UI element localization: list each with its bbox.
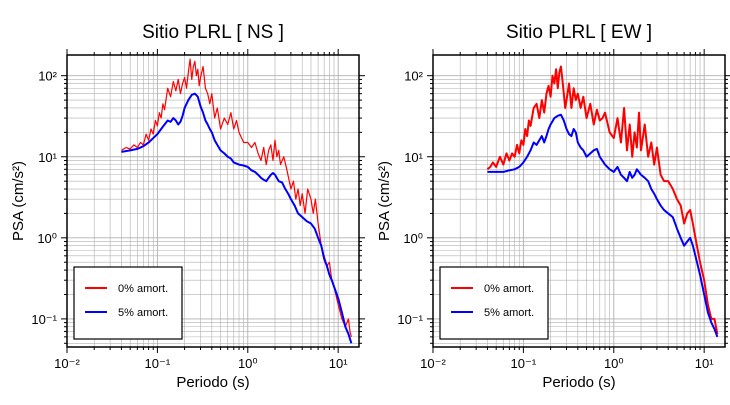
legend-box xyxy=(439,266,549,340)
legend-box xyxy=(73,266,183,340)
chart-title: Sitio PLRL [ NS ] xyxy=(142,22,284,43)
y-tick-label: 10⁰ xyxy=(37,231,57,246)
legend-label: 0% amort. xyxy=(484,283,534,295)
legend-label: 5% amort. xyxy=(484,307,534,319)
series-group xyxy=(486,65,719,338)
x-tick-label: 10⁻² xyxy=(54,356,80,371)
x-tick-label: 10¹ xyxy=(329,356,348,371)
y-tick-label: 10⁻¹ xyxy=(31,312,57,327)
x-tick-label: 10⁻¹ xyxy=(511,356,537,371)
chart-ew: 10⁻² 10⁻¹ 10⁰ 10¹ 10⁻¹ 10⁰ 10¹ 10² Sitio PLRL [ … xyxy=(376,22,730,391)
legend: 0% amort. 5% amort. xyxy=(439,266,549,340)
x-tick-label: 10⁻² xyxy=(420,356,446,371)
y-tick-label: 10¹ xyxy=(38,150,57,165)
legend-label: 5% amort. xyxy=(118,307,168,319)
ticks xyxy=(427,49,730,353)
chart-title: Sitio PLRL [ EW ] xyxy=(506,22,652,43)
x-axis-label: Periodo (s) xyxy=(542,374,615,391)
x-tick-label: 10⁰ xyxy=(604,356,624,371)
y-tick-label: 10⁰ xyxy=(403,231,423,246)
y-axis-label: PSA (cm/s²) xyxy=(10,161,27,241)
y-tick-label: 10² xyxy=(38,69,57,84)
y-axis-label: PSA (cm/s²) xyxy=(376,161,393,241)
plot-frame xyxy=(432,54,726,348)
series-line-undamped xyxy=(121,58,352,338)
series-line-damped xyxy=(487,113,719,338)
series-group xyxy=(121,58,353,344)
y-tick-label: 10⁻¹ xyxy=(397,312,423,327)
plot-frame xyxy=(66,54,360,348)
x-tick-label: 10⁻¹ xyxy=(145,356,171,371)
ticks xyxy=(61,49,365,353)
y-tick-label: 10¹ xyxy=(404,150,423,165)
chart-ns: 10⁻² 10⁻¹ 10⁰ 10¹ 10⁻¹ 10⁰ 10¹ 10² Sitio PLRL [ … xyxy=(10,22,365,391)
x-tick-label: 10¹ xyxy=(695,356,714,371)
x-axis-label: Periodo (s) xyxy=(176,374,249,391)
series-line-damped xyxy=(121,92,353,344)
series-line-undamped xyxy=(486,65,719,335)
legend-label: 0% amort. xyxy=(118,283,168,295)
y-tick-label: 10² xyxy=(404,69,423,84)
x-tick-label: 10⁰ xyxy=(238,356,258,371)
legend: 0% amort. 5% amort. xyxy=(73,266,183,340)
